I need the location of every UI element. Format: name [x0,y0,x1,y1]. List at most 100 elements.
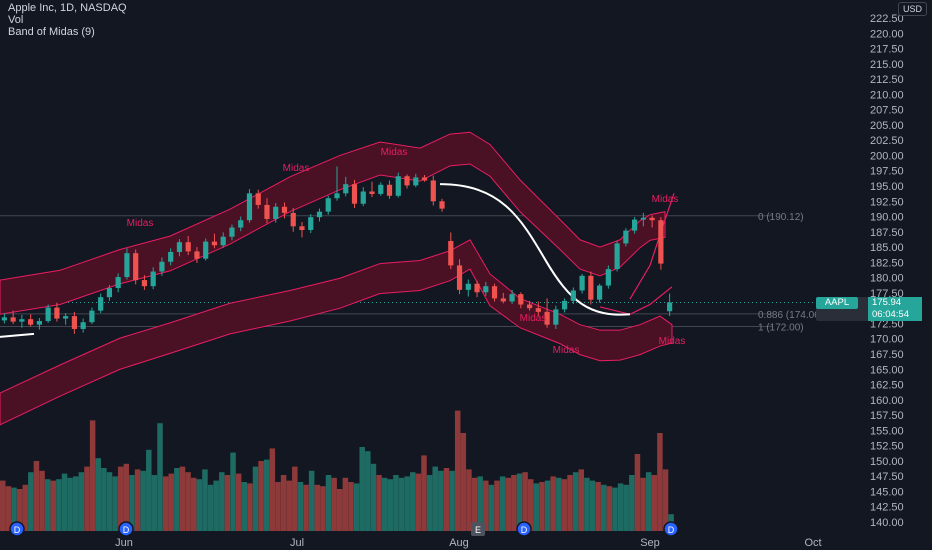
last-price-badge: AAPL 175.94 06:04:54 [816,297,922,321]
y-tick-label: 140.00 [870,517,904,529]
candle-body [553,309,559,325]
anchored-vwap-segment [0,332,35,338]
badge-symbol: AAPL [816,297,858,309]
candle-body [640,217,646,220]
y-tick-label: 145.00 [870,486,904,498]
volume-bar [39,470,45,531]
y-tick-label: 142.50 [870,502,904,514]
y-tick-label: 190.00 [870,212,904,224]
midas-indicator-label[interactable]: Band of Midas (9) [8,26,95,38]
y-tick-label: 167.50 [870,349,904,361]
event-marker[interactable]: D [118,521,134,537]
volume-bar [297,482,304,531]
volume-bar [157,423,163,531]
candle-body [1,317,7,321]
candle-body [115,277,121,289]
volume-bar [235,473,242,531]
y-tick-label: 165.00 [870,364,904,376]
volume-bar [353,483,360,531]
volume-bar [95,458,101,531]
volume-bar [16,489,23,531]
volume-bar [179,466,186,531]
midas-label: Midas [520,313,547,324]
candle-body [290,212,296,227]
volume-bar [595,482,601,531]
volume-bar [280,475,287,531]
volume-bar [174,468,180,531]
event-marker[interactable]: D [516,521,532,537]
midas-label: Midas [283,163,310,174]
candle-body [386,184,393,196]
volume-bar [640,477,646,531]
x-tick-label: Jun [115,537,133,549]
currency-button[interactable]: USD [897,2,927,16]
volume-bar [438,470,444,531]
volume-bar [89,420,96,531]
candle-body [80,322,86,329]
candle-body [133,253,139,281]
event-marker[interactable]: D [663,521,679,537]
candle-body [10,317,16,322]
candle-body [316,211,323,218]
volume-bar [106,472,113,531]
volume-bar [33,461,40,531]
candle-body [535,308,541,312]
candle-body [264,204,270,219]
volume-bar [320,486,326,531]
volume-bar [651,475,658,531]
y-tick-label: 157.50 [870,410,904,422]
volume-bar [617,483,624,531]
candle-body [106,288,113,298]
fib-level-label: 1 (172.00) [758,323,804,334]
volume-bar [348,482,354,531]
y-tick-label: 152.50 [870,441,904,453]
volume-bar [477,476,483,531]
candle-body [509,294,515,302]
volume-bar [263,459,270,531]
candle-body [220,236,226,246]
event-marker[interactable]: D [9,521,25,537]
volume-bar [606,486,613,531]
y-tick-label: 172.50 [870,318,904,330]
volume-bar [308,470,315,531]
candle-body [360,191,366,204]
volume-bar [623,484,629,531]
volume-bar [387,479,394,531]
y-tick-label: 210.00 [870,89,904,101]
candle-body [465,283,471,290]
y-tick-label: 197.50 [870,166,904,178]
volume-bar [359,447,365,531]
candle-body [238,220,244,228]
fib-level-label: 0.886 (174.06) [758,310,823,321]
volume-bar [454,410,461,531]
y-tick-label: 207.50 [870,105,904,117]
volume-bar [550,476,556,531]
volume-bar [219,472,225,531]
volume-bar [134,469,141,531]
midas-label: Midas [127,218,154,229]
event-marker[interactable]: E [471,522,485,536]
volume-bar [241,482,248,531]
volume-bar [151,475,158,531]
candle-body [378,184,384,194]
dividend-marker-bg [9,521,25,537]
y-tick-label: 155.00 [870,425,904,437]
y-tick-label: 205.00 [870,120,904,132]
candle-body [500,298,506,302]
event-marker-letter: E [475,525,481,535]
dividend-marker-bg [663,521,679,537]
volume-bar [505,477,511,531]
midas-label: Midas [659,336,686,347]
volume-bar [376,475,382,531]
candle-body [255,193,261,205]
volume-indicator-label[interactable]: Vol [8,14,24,26]
volume-bar [28,472,34,531]
volume-bar [466,469,472,531]
midas-line-lower-right [599,286,673,315]
y-tick-label: 177.50 [870,288,904,300]
volume-bar [561,479,568,531]
candle-body [526,304,533,309]
symbol-title[interactable]: Apple Inc, 1D, NASDAQ [8,2,127,14]
y-tick-label: 215.00 [870,59,904,71]
